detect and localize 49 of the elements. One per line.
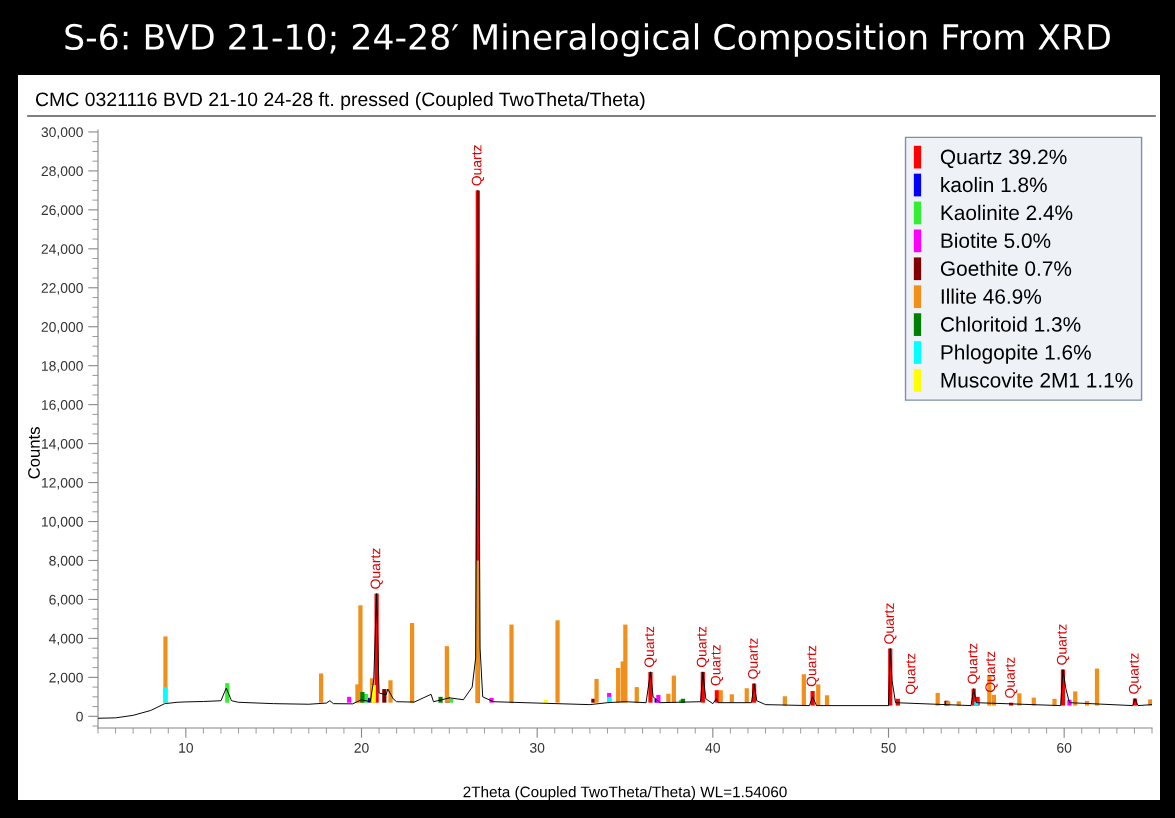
legend-label: Quartz 39.2% — [940, 149, 1067, 169]
y-tick-label: 22,000 — [41, 283, 83, 295]
y-tick-label: 20,000 — [41, 322, 83, 334]
y-tick-label: 16,000 — [42, 399, 83, 412]
chart-subtitle: CMC 0321116 BVD 21-10 24-28 ft. pressed (Coupled TwoTheta/Theta) — [35, 91, 645, 111]
y-tick-label: 18,000 — [42, 361, 83, 373]
legend-label: kaolin 1.8% — [941, 176, 1047, 193]
x-tick-label: 20 — [354, 742, 369, 753]
annotation: Quartz — [370, 548, 383, 589]
x-axis-title: 2Theta (Coupled TwoTheta/Theta) WL=1.54060 — [463, 786, 787, 801]
y-tick-label: 26,000 — [41, 205, 83, 217]
legend-label: Muscovite 2M1 1.1% — [941, 372, 1133, 388]
x-tick-label: 40 — [705, 742, 721, 753]
annotation: Quartz — [1128, 653, 1142, 694]
annotation: Quartz — [644, 626, 657, 668]
chart-title: S-6: BVD 21-10; 24-28′ Mineralogical Composition From XRD — [65, 23, 1110, 57]
y-tick-label: 8,000 — [49, 555, 83, 568]
x-tick-label: 60 — [1057, 742, 1072, 753]
y-tick-label: 2,000 — [49, 672, 83, 685]
legend-label: Phlogopite 1.6% — [941, 344, 1091, 364]
annotation: Quartz — [1005, 657, 1018, 698]
y-tick-label: 4,000 — [48, 633, 83, 646]
annotation: Quartz — [884, 603, 897, 644]
annotation: Quartz — [905, 653, 918, 694]
annotation: Quartz — [967, 643, 980, 684]
legend-label: Goethite 0.7% — [940, 260, 1072, 276]
annotation: Quartz — [471, 145, 485, 186]
legend-label: Illite 46.9% — [941, 288, 1042, 304]
y-tick-label: 0 — [76, 711, 83, 722]
y-tick-label: 24,000 — [41, 244, 83, 256]
y-tick-label: 12,000 — [42, 477, 83, 490]
annotation: Quartz — [1056, 624, 1070, 665]
annotation: Quartz — [710, 645, 724, 686]
y-tick-label: 6,000 — [49, 594, 83, 607]
annotation: Quartz — [696, 626, 710, 668]
annotation: Quartz — [748, 638, 761, 679]
y-tick-label: 14,000 — [42, 438, 83, 451]
legend-label: Kaolinite 2.4% — [941, 204, 1073, 221]
y-tick-label: 10,000 — [42, 516, 83, 529]
annotation: Quartz — [985, 651, 998, 693]
y-tick-label: 30,000 — [41, 127, 83, 139]
legend-label: Biotite 5.0% — [941, 232, 1051, 249]
annotation: Quartz — [806, 645, 819, 687]
x-tick-label: 50 — [881, 742, 896, 753]
legend-label: Chloritoid 1.3% — [940, 316, 1081, 332]
y-axis-title: Counts — [28, 427, 40, 479]
y-tick-label: 28,000 — [41, 166, 83, 178]
x-tick-label: 30 — [529, 742, 545, 753]
x-tick-label: 10 — [179, 742, 194, 753]
